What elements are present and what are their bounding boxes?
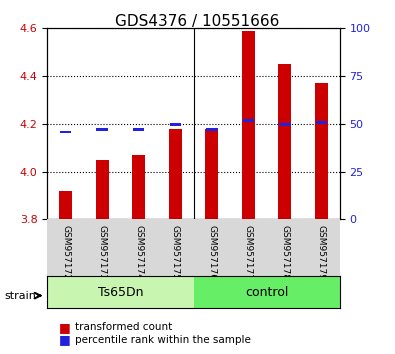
Bar bbox=[132, 155, 145, 219]
Bar bbox=[243, 119, 254, 121]
Bar bbox=[60, 131, 71, 133]
Bar bbox=[47, 276, 194, 308]
Bar bbox=[169, 129, 182, 219]
Bar bbox=[315, 83, 328, 219]
Text: percentile rank within the sample: percentile rank within the sample bbox=[75, 335, 251, 345]
Bar bbox=[278, 64, 291, 219]
Bar bbox=[59, 191, 72, 219]
Text: GSM957179: GSM957179 bbox=[317, 225, 326, 280]
Bar bbox=[169, 124, 181, 126]
Text: GDS4376 / 10551666: GDS4376 / 10551666 bbox=[115, 14, 280, 29]
Bar bbox=[242, 31, 255, 219]
Text: GSM957173: GSM957173 bbox=[98, 225, 107, 280]
Bar bbox=[206, 128, 218, 131]
Bar bbox=[96, 128, 108, 131]
Bar bbox=[194, 276, 340, 308]
Text: control: control bbox=[245, 286, 288, 298]
Bar bbox=[133, 128, 145, 131]
Bar bbox=[205, 129, 218, 219]
Text: transformed count: transformed count bbox=[75, 322, 172, 332]
Bar bbox=[96, 160, 109, 219]
Text: GSM957174: GSM957174 bbox=[134, 225, 143, 280]
Text: GSM957172: GSM957172 bbox=[61, 225, 70, 280]
Text: strain: strain bbox=[4, 291, 36, 301]
Bar bbox=[316, 121, 327, 124]
Text: Ts65Dn: Ts65Dn bbox=[98, 286, 143, 298]
Text: ■: ■ bbox=[59, 333, 71, 346]
Text: GSM957178: GSM957178 bbox=[280, 225, 290, 280]
Text: GSM957177: GSM957177 bbox=[244, 225, 253, 280]
Bar bbox=[279, 124, 291, 126]
Text: ■: ■ bbox=[59, 321, 71, 334]
Text: GSM957175: GSM957175 bbox=[171, 225, 180, 280]
Text: GSM957176: GSM957176 bbox=[207, 225, 216, 280]
